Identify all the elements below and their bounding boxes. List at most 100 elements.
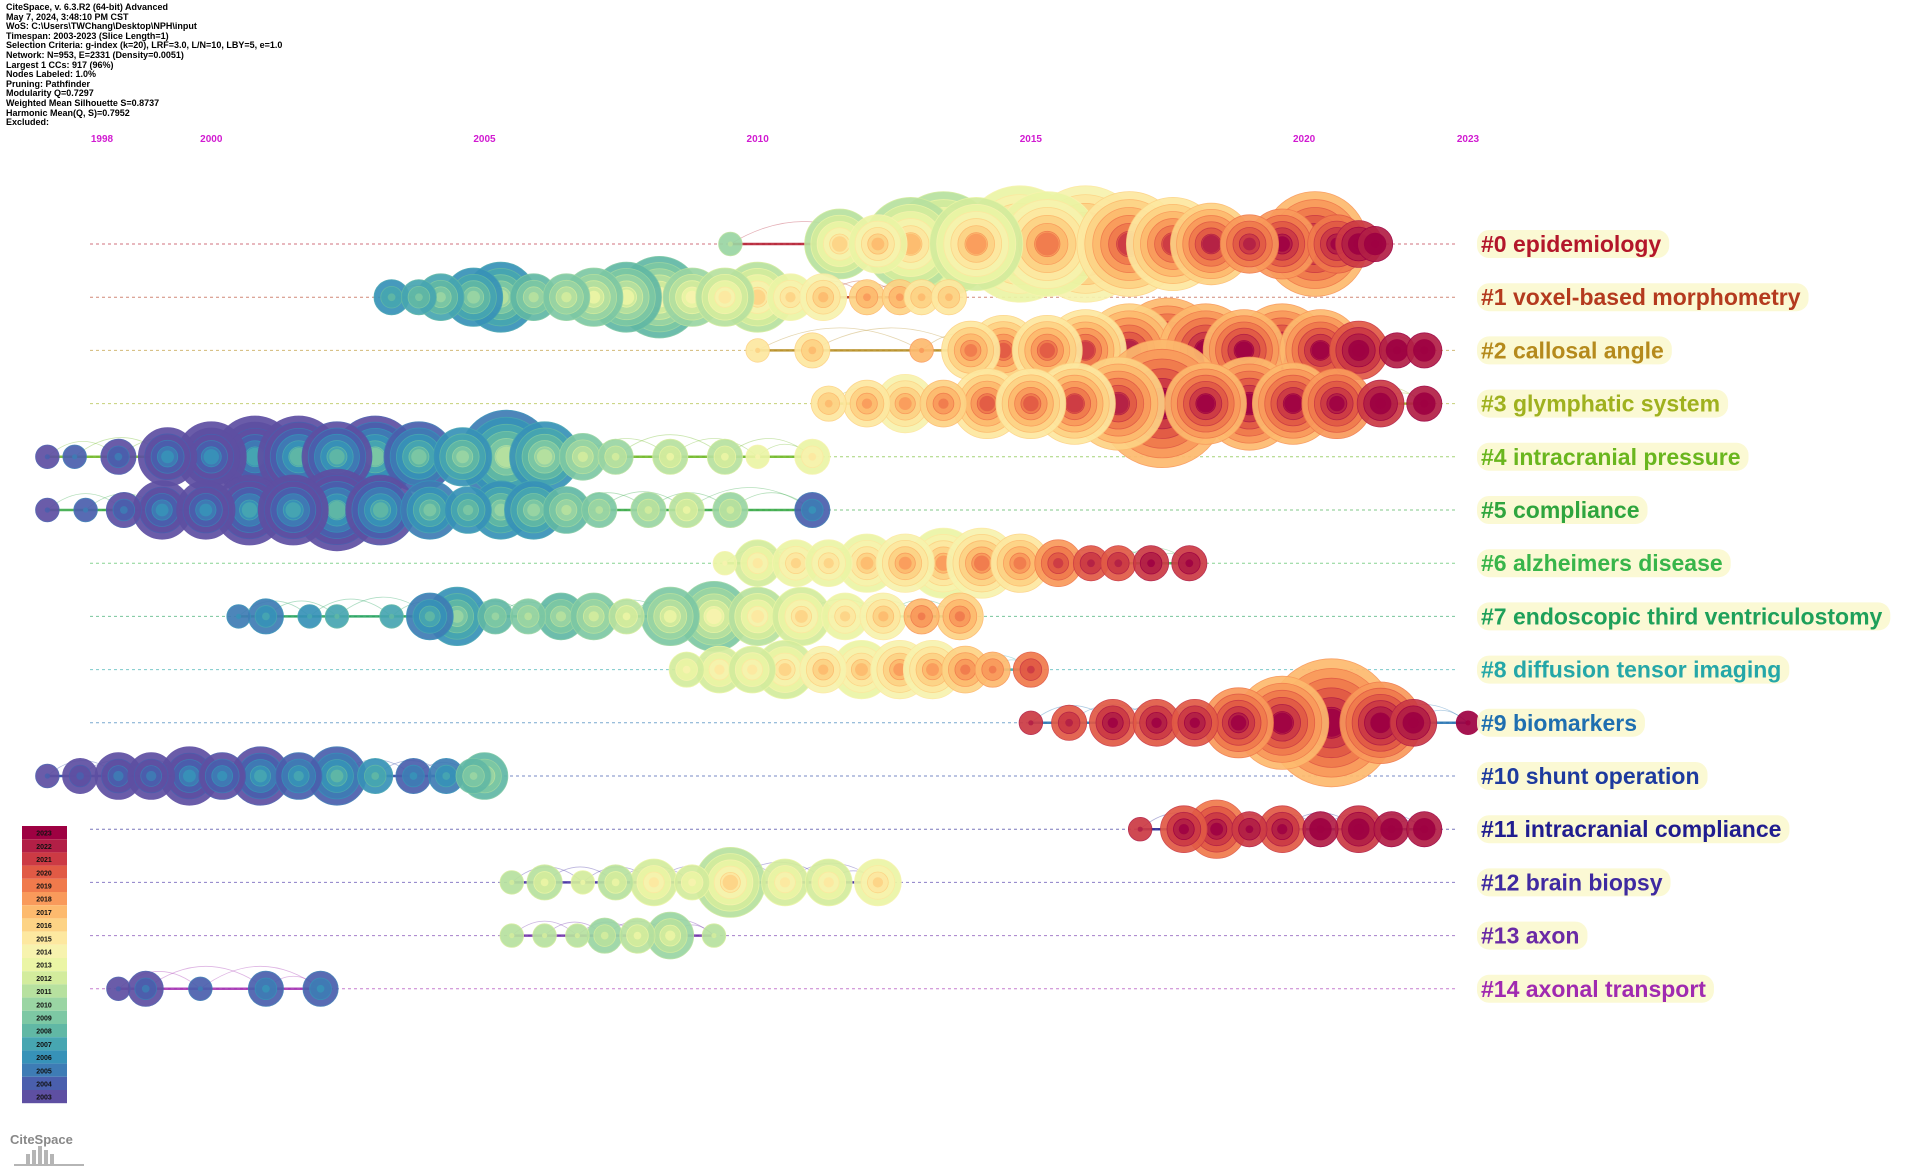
citation-node[interactable] bbox=[1132, 698, 1181, 747]
citation-node[interactable] bbox=[1051, 704, 1088, 741]
citation-node[interactable] bbox=[1072, 545, 1109, 582]
citation-node[interactable] bbox=[1389, 698, 1438, 747]
citation-node[interactable] bbox=[565, 923, 590, 948]
citation-node[interactable] bbox=[799, 645, 848, 694]
citation-node[interactable] bbox=[875, 373, 935, 434]
citation-node[interactable] bbox=[1231, 811, 1268, 848]
citation-node[interactable] bbox=[1034, 539, 1082, 587]
citation-node[interactable] bbox=[630, 858, 678, 907]
citation-node[interactable] bbox=[843, 379, 891, 428]
citation-node[interactable] bbox=[810, 385, 847, 422]
citation-node[interactable] bbox=[537, 592, 585, 641]
citation-node[interactable] bbox=[509, 273, 558, 322]
citation-node[interactable] bbox=[745, 444, 770, 470]
citation-node[interactable] bbox=[728, 586, 788, 647]
citation-node[interactable] bbox=[990, 533, 1050, 593]
citation-node[interactable] bbox=[1160, 805, 1208, 853]
citation-node[interactable] bbox=[106, 976, 131, 1002]
citation-node[interactable] bbox=[630, 491, 667, 528]
citation-node[interactable] bbox=[247, 598, 284, 635]
citation-node[interactable] bbox=[542, 273, 591, 322]
citation-node[interactable] bbox=[936, 592, 984, 641]
citation-node[interactable] bbox=[678, 581, 750, 652]
citation-node[interactable] bbox=[1356, 379, 1405, 428]
citation-node[interactable] bbox=[499, 923, 525, 948]
citation-node[interactable] bbox=[995, 368, 1067, 440]
citation-node[interactable] bbox=[542, 486, 591, 534]
citation-node[interactable] bbox=[909, 338, 934, 363]
citation-node[interactable] bbox=[1171, 545, 1208, 582]
citation-node[interactable] bbox=[761, 858, 809, 907]
citation-node[interactable] bbox=[324, 604, 350, 629]
citation-node[interactable] bbox=[62, 758, 99, 795]
citation-node[interactable] bbox=[100, 438, 137, 475]
citation-node[interactable] bbox=[804, 858, 853, 907]
citation-node[interactable] bbox=[586, 917, 623, 954]
citation-node[interactable] bbox=[706, 438, 743, 475]
citation-node[interactable] bbox=[794, 491, 831, 528]
citation-node[interactable] bbox=[799, 273, 848, 322]
citation-node[interactable] bbox=[668, 651, 705, 688]
citation-node[interactable] bbox=[619, 917, 656, 954]
citation-node[interactable] bbox=[941, 645, 990, 694]
citation-node[interactable] bbox=[1100, 545, 1137, 582]
citation-node[interactable] bbox=[395, 758, 432, 795]
citation-node[interactable] bbox=[794, 438, 831, 475]
citation-node[interactable] bbox=[226, 604, 251, 629]
citation-node[interactable] bbox=[1127, 817, 1153, 842]
citation-node[interactable] bbox=[646, 911, 695, 960]
citation-node[interactable] bbox=[854, 858, 902, 907]
citation-node[interactable] bbox=[1018, 710, 1044, 736]
citation-node[interactable] bbox=[198, 752, 247, 800]
citation-node[interactable] bbox=[1169, 202, 1253, 286]
citation-node[interactable] bbox=[695, 267, 755, 327]
citation-node[interactable] bbox=[188, 976, 213, 1002]
citation-node[interactable] bbox=[930, 279, 967, 316]
citation-node[interactable] bbox=[477, 598, 514, 635]
citation-node[interactable] bbox=[1455, 710, 1481, 736]
citation-node[interactable] bbox=[400, 480, 460, 540]
citation-node[interactable] bbox=[526, 864, 563, 901]
citation-node[interactable] bbox=[230, 746, 291, 806]
citation-node[interactable] bbox=[994, 191, 1101, 297]
citation-node[interactable] bbox=[247, 970, 284, 1007]
citation-node[interactable] bbox=[674, 864, 711, 901]
citation-node[interactable] bbox=[1357, 225, 1394, 262]
citation-node[interactable] bbox=[903, 279, 940, 316]
citation-node[interactable] bbox=[570, 870, 596, 895]
citation-node[interactable] bbox=[127, 752, 175, 800]
citation-node[interactable] bbox=[668, 491, 705, 528]
citation-node[interactable] bbox=[694, 847, 766, 918]
citation-node[interactable] bbox=[499, 870, 525, 895]
citation-node[interactable] bbox=[559, 432, 607, 481]
citation-node[interactable] bbox=[597, 864, 634, 901]
citation-node[interactable] bbox=[510, 598, 547, 635]
citation-node[interactable] bbox=[428, 758, 465, 795]
citation-node[interactable] bbox=[62, 444, 87, 470]
citation-node[interactable] bbox=[941, 320, 1001, 380]
citation-node[interactable] bbox=[455, 758, 492, 795]
citation-node[interactable] bbox=[406, 592, 454, 641]
citation-node[interactable] bbox=[132, 480, 192, 540]
citation-node[interactable] bbox=[532, 923, 557, 948]
citation-node[interactable] bbox=[772, 539, 820, 587]
citation-node[interactable] bbox=[176, 480, 236, 540]
citation-node[interactable] bbox=[875, 533, 935, 593]
citation-node[interactable] bbox=[755, 639, 815, 700]
citation-node[interactable] bbox=[35, 444, 60, 470]
citation-node[interactable] bbox=[1012, 651, 1049, 688]
citation-node[interactable] bbox=[1203, 687, 1274, 759]
citation-node[interactable] bbox=[383, 421, 455, 493]
citation-node[interactable] bbox=[73, 497, 98, 523]
citation-node[interactable] bbox=[257, 474, 329, 546]
citation-node[interactable] bbox=[1171, 698, 1219, 747]
citation-node[interactable] bbox=[848, 214, 908, 274]
citation-node[interactable] bbox=[701, 923, 727, 948]
citation-node[interactable] bbox=[1164, 362, 1247, 445]
citation-node[interactable] bbox=[569, 592, 618, 641]
citation-node[interactable] bbox=[433, 427, 493, 487]
citation-node[interactable] bbox=[105, 491, 142, 528]
citation-node[interactable] bbox=[307, 746, 367, 806]
citation-node[interactable] bbox=[509, 421, 580, 493]
citation-node[interactable] bbox=[581, 491, 618, 528]
